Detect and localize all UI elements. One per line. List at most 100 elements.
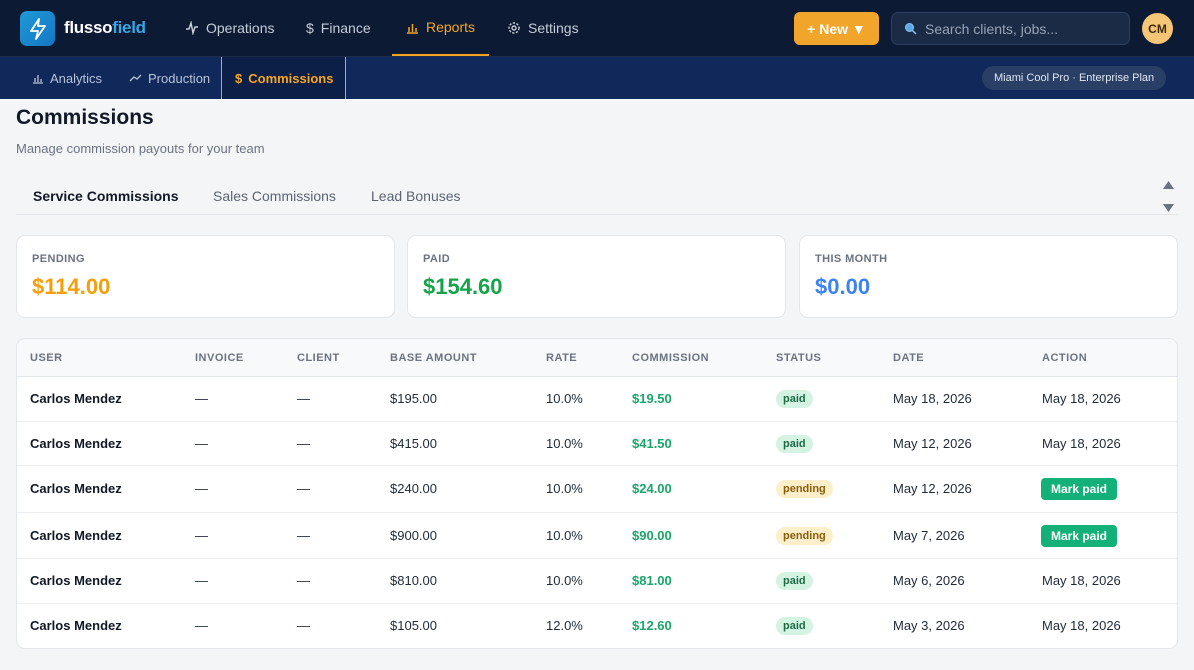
row-client: —	[297, 436, 310, 451]
row-commission: $24.00	[632, 481, 672, 496]
row-rate: 10.0%	[546, 573, 583, 588]
tab-service-commissions[interactable]: Service Commissions	[33, 188, 179, 204]
nav-item-finance[interactable]: $ Finance	[306, 0, 371, 56]
column-header-commission: COMMISSION	[632, 352, 710, 364]
row-date: May 12, 2026	[893, 436, 972, 451]
search-icon	[905, 23, 917, 35]
page-subtitle: Manage commission payouts for your team	[16, 141, 265, 156]
nav-item-settings-label: Settings	[528, 20, 579, 36]
row-invoice: —	[195, 573, 208, 588]
paid-card: PAID $154.60	[407, 235, 786, 318]
row-invoice: —	[195, 436, 208, 451]
row-base-amount: $195.00	[390, 391, 437, 406]
column-header-status: STATUS	[776, 352, 822, 364]
tab-scroll-control	[1158, 178, 1178, 215]
avatar[interactable]: CM	[1142, 13, 1173, 44]
paid-label: PAID	[423, 253, 451, 265]
column-header-base-amount: BASE AMOUNT	[390, 352, 477, 364]
row-date: May 6, 2026	[893, 573, 965, 588]
row-rate: 10.0%	[546, 436, 583, 451]
table-row: Carlos Mendez — — $810.00 10.0% $81.00 p…	[17, 559, 1177, 604]
scroll-up-icon[interactable]	[1162, 181, 1174, 189]
dollar-icon: $	[235, 70, 243, 86]
paid-value: $154.60	[423, 274, 503, 299]
pending-card: PENDING $114.00	[16, 235, 395, 318]
commissions-table: USER INVOICE CLIENT BASE AMOUNT RATE COM…	[16, 338, 1178, 649]
nav-item-operations[interactable]: Operations	[185, 0, 274, 56]
dollar-icon: $	[306, 20, 314, 36]
row-invoice: —	[195, 618, 208, 633]
table-row: Carlos Mendez — — $415.00 10.0% $41.50 p…	[17, 422, 1177, 466]
pending-value: $114.00	[32, 274, 111, 299]
row-commission: $12.60	[632, 618, 672, 633]
row-client: —	[297, 618, 310, 633]
mark-paid-button[interactable]: Mark paid	[1041, 478, 1118, 500]
page-title: Commissions	[16, 106, 154, 129]
nav-item-settings[interactable]: Settings	[507, 0, 579, 56]
row-rate: 10.0%	[546, 391, 583, 406]
subnav-item-production-label: Production	[148, 70, 211, 86]
gear-icon	[508, 22, 520, 34]
tab-lead-bonuses[interactable]: Lead Bonuses	[371, 188, 461, 204]
bar-chart-icon	[407, 23, 418, 34]
subnav-item-analytics[interactable]: Analytics	[32, 57, 102, 99]
sub-navigation-bar: Analytics Production $ Commissions Miami…	[0, 57, 1194, 99]
row-client: —	[297, 391, 310, 406]
bolt-icon[interactable]	[20, 11, 55, 46]
column-header-rate: RATE	[546, 352, 578, 364]
row-user: Carlos Mendez	[30, 391, 122, 406]
column-header-invoice: INVOICE	[195, 352, 244, 364]
table-row: Carlos Mendez — — $195.00 10.0% $19.50 p…	[17, 377, 1177, 422]
row-invoice: —	[195, 391, 208, 406]
row-base-amount: $810.00	[390, 573, 437, 588]
row-client: —	[297, 573, 310, 588]
nav-item-reports-label: Reports	[426, 19, 476, 35]
commission-tabs: Service Commissions Sales Commissions Le…	[16, 178, 1178, 215]
column-header-client: CLIENT	[297, 352, 340, 364]
row-client: —	[297, 528, 310, 543]
trend-up-icon	[129, 74, 142, 82]
status-badge: paid	[776, 435, 813, 453]
row-base-amount: $240.00	[390, 481, 437, 496]
nav-item-reports[interactable]: Reports	[392, 0, 489, 56]
new-button[interactable]: + New ▼	[794, 12, 879, 45]
table-row: Carlos Mendez — — $900.00 10.0% $90.00 p…	[17, 513, 1177, 559]
row-client: —	[297, 481, 310, 496]
row-invoice: —	[195, 481, 208, 496]
row-commission: $81.00	[632, 573, 672, 588]
nav-item-operations-label: Operations	[206, 20, 275, 36]
subnav-item-commissions[interactable]: $ Commissions	[221, 57, 346, 99]
table-row: Carlos Mendez — — $240.00 10.0% $24.00 p…	[17, 466, 1177, 513]
subnav-item-production[interactable]: Production	[129, 57, 210, 99]
brand-name[interactable]: flussofield	[64, 18, 146, 38]
row-paid-date: May 18, 2026	[1042, 391, 1121, 406]
row-user: Carlos Mendez	[30, 618, 122, 633]
pending-label: PENDING	[32, 253, 85, 265]
tab-sales-commissions[interactable]: Sales Commissions	[213, 188, 336, 204]
status-badge: pending	[776, 480, 833, 498]
subnav-item-analytics-label: Analytics	[50, 70, 103, 86]
row-user: Carlos Mendez	[30, 481, 122, 496]
search-input[interactable]	[925, 20, 1115, 37]
scroll-down-icon[interactable]	[1162, 204, 1174, 212]
column-header-action: ACTION	[1042, 352, 1088, 364]
this-month-label: THIS MONTH	[815, 253, 888, 265]
search-box[interactable]	[891, 12, 1130, 45]
row-commission: $19.50	[632, 391, 672, 406]
mark-paid-button[interactable]: Mark paid	[1041, 525, 1118, 547]
activity-icon	[186, 21, 198, 35]
row-paid-date: May 18, 2026	[1042, 436, 1121, 451]
status-badge: paid	[776, 390, 813, 408]
status-badge: paid	[776, 572, 813, 590]
column-header-user: USER	[30, 352, 63, 364]
row-rate: 12.0%	[546, 618, 583, 633]
brand-name-part2: field	[112, 18, 146, 37]
row-paid-date: May 18, 2026	[1042, 618, 1121, 633]
row-date: May 7, 2026	[893, 528, 965, 543]
plan-badge: Miami Cool Pro · Enterprise Plan	[982, 66, 1167, 90]
row-base-amount: $415.00	[390, 436, 437, 451]
bar-chart-icon	[33, 75, 43, 84]
this-month-value: $0.00	[815, 274, 871, 299]
row-date: May 12, 2026	[893, 481, 972, 496]
row-invoice: —	[195, 528, 208, 543]
